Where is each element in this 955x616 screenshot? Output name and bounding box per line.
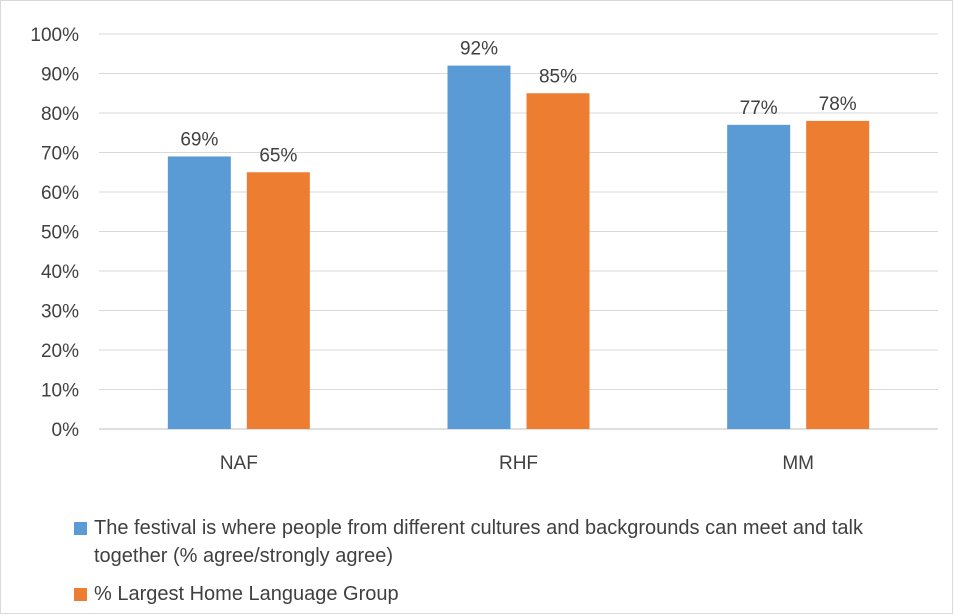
y-tick-label: 80% <box>41 104 79 125</box>
data-label: 78% <box>819 94 857 115</box>
bar-rhf-series-1 <box>447 65 511 429</box>
data-label: 85% <box>539 66 577 87</box>
bar-mm-series-1 <box>727 124 791 429</box>
x-tick-label-rhf: RHF <box>499 453 538 474</box>
legend-item-series-2: % Largest Home Language Group <box>74 580 934 608</box>
y-tick-label: 90% <box>41 65 79 86</box>
bar-naf-series-1 <box>167 156 231 429</box>
legend-label-series-1: The festival is where people from differ… <box>94 517 863 567</box>
data-label: 65% <box>259 145 297 166</box>
legend-label-series-2: % Largest Home Language Group <box>94 583 399 605</box>
bar-mm-series-2 <box>806 120 870 430</box>
legend-swatch-series-2 <box>74 588 87 601</box>
y-tick-label: 40% <box>41 262 79 283</box>
bar-naf-series-2 <box>246 172 310 429</box>
y-tick-label: 70% <box>41 144 79 165</box>
y-tick-label: 50% <box>41 223 79 244</box>
y-tick-label: 100% <box>30 25 79 46</box>
y-tick-label: 10% <box>41 381 79 402</box>
y-tick-label: 0% <box>52 420 80 441</box>
data-label: 69% <box>180 129 218 150</box>
data-label: 92% <box>460 39 498 60</box>
x-tick-label-mm: MM <box>782 453 814 474</box>
y-tick-label: 60% <box>41 183 79 204</box>
legend-item-series-1: The festival is where people from differ… <box>74 514 934 570</box>
legend-swatch-series-1 <box>74 522 87 535</box>
y-tick-label: 20% <box>41 341 79 362</box>
data-label: 77% <box>740 98 778 119</box>
y-tick-label: 30% <box>41 302 79 323</box>
bar-rhf-series-2 <box>526 93 590 429</box>
x-tick-label-naf: NAF <box>220 453 258 474</box>
